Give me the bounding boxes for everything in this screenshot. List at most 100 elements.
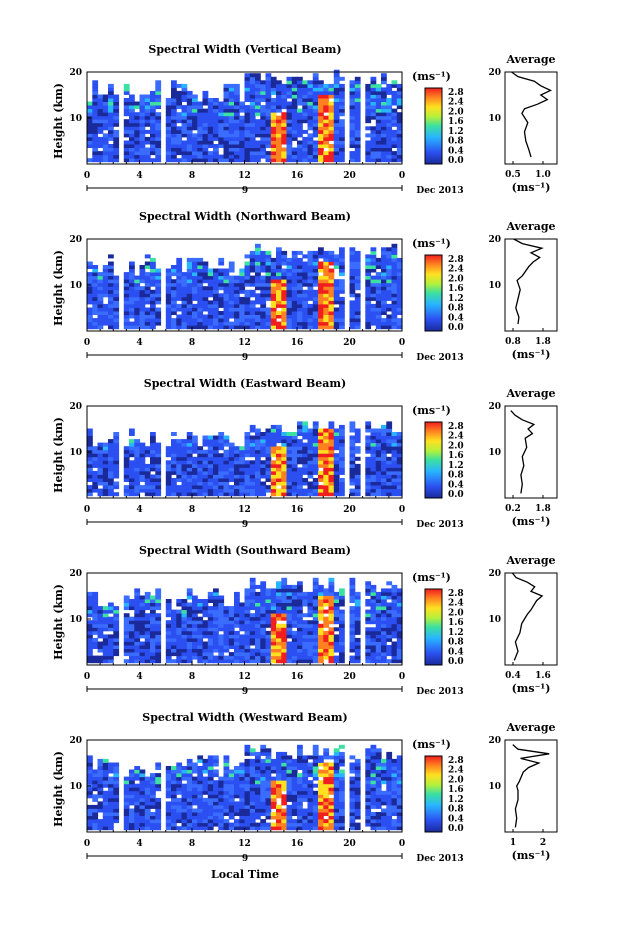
heatmap-cell: [213, 620, 219, 625]
heatmap-cell: [108, 776, 114, 781]
heatmap-cell: [186, 766, 193, 770]
heatmap-cell: [260, 620, 267, 625]
heatmap-cell: [297, 453, 303, 458]
heatmap-cell: [129, 488, 135, 493]
heatmap-cell: [165, 282, 172, 287]
heatmap-cell: [354, 485, 361, 490]
heatmap-cell: [207, 804, 214, 809]
x-tick-label: 8: [189, 338, 195, 348]
heatmap-cell: [113, 133, 120, 138]
heatmap-cell: [139, 801, 146, 806]
heatmap-cell: [218, 492, 225, 497]
heatmap-cell: [370, 147, 377, 152]
heatmap-cell: [144, 293, 151, 298]
heatmap-cell: [270, 314, 277, 319]
heatmap-cell: [365, 314, 372, 319]
heatmap-cell: [302, 94, 309, 99]
heatmap-cell: [139, 808, 146, 813]
heatmap-cell: [333, 606, 340, 611]
heatmap-cell: [223, 804, 230, 809]
heatmap-cell: [244, 613, 251, 618]
heatmap-cell: [218, 453, 225, 458]
heatmap-cell: [144, 272, 151, 277]
heatmap-cell: [223, 314, 230, 319]
heatmap-cell: [150, 311, 156, 315]
heatmap-cell: [108, 808, 114, 813]
heatmap-cell: [265, 620, 272, 625]
heatmap-cell: [108, 787, 114, 792]
heatmap-cell: [328, 119, 335, 124]
heatmap-cell: [192, 122, 198, 127]
heatmap-cell: [197, 300, 204, 305]
heatmap-cell: [333, 101, 340, 106]
heatmap-cell: [270, 289, 277, 294]
heatmap-cell: [307, 119, 314, 124]
heatmap-cell: [281, 275, 288, 280]
heatmap-cell: [144, 446, 151, 451]
heatmap-cell: [197, 126, 204, 131]
heatmap-cell: [244, 776, 251, 781]
heatmap-cell: [370, 303, 377, 308]
heatmap-cell: [270, 90, 277, 95]
heatmap-cell: [155, 801, 162, 806]
heatmap-cell: [375, 108, 382, 113]
heatmap-cell: [113, 815, 120, 820]
heatmap-cell: [144, 140, 151, 145]
heatmap-cell: [265, 76, 272, 81]
heatmap-cell: [202, 439, 209, 444]
heatmap-cell: [223, 485, 230, 490]
heatmap-cell: [165, 325, 172, 330]
heatmap-cell: [312, 613, 319, 618]
heatmap-cell: [318, 584, 324, 589]
heatmap-cell: [223, 158, 230, 163]
heatmap-cell: [218, 268, 225, 273]
heatmap-cell: [312, 318, 319, 323]
heatmap-cell: [265, 80, 272, 85]
heatmap-cell: [113, 442, 120, 447]
heatmap-cell: [339, 456, 345, 461]
heatmap-cell: [129, 446, 135, 451]
heatmap-cell: [92, 83, 99, 88]
heatmap-cell: [239, 804, 246, 809]
heatmap-cell: [192, 627, 198, 632]
heatmap-cell: [339, 112, 345, 117]
heatmap-cell: [92, 449, 99, 454]
heatmap-cell: [134, 627, 141, 632]
heatmap-cell: [223, 630, 230, 635]
heatmap-cell: [249, 250, 256, 255]
heatmap-cell: [281, 307, 288, 312]
heatmap-cell: [333, 659, 340, 664]
heatmap-cell: [155, 446, 162, 451]
heatmap-cell: [139, 122, 146, 127]
heatmap-cell: [297, 90, 303, 95]
heatmap-cell: [349, 115, 356, 120]
heatmap-cell: [281, 254, 288, 259]
heatmap-cell: [186, 776, 193, 781]
heatmap-cell: [213, 790, 219, 795]
heatmap-cell: [270, 641, 277, 646]
heatmap-cell: [339, 470, 345, 475]
heatmap-cell: [255, 325, 261, 330]
heatmap-cell: [239, 652, 246, 657]
heatmap-cell: [181, 478, 188, 482]
heatmap-cell: [102, 136, 109, 141]
heatmap-cell: [102, 101, 109, 106]
heatmap-cell: [318, 268, 324, 273]
heatmap-cell: [391, 470, 398, 475]
heatmap-cell: [92, 453, 99, 458]
heatmap-cell: [197, 623, 204, 628]
heatmap-cell: [375, 133, 382, 138]
heatmap-cell: [265, 126, 272, 131]
heatmap-cell: [113, 144, 120, 148]
heatmap-cell: [113, 279, 120, 284]
heatmap-cell: [155, 279, 162, 284]
heatmap-cell: [323, 325, 330, 330]
heatmap-cell: [113, 762, 120, 767]
panel-3: Spectral Width (Eastward Beam)Height (km…: [52, 377, 558, 530]
heatmap-cell: [213, 129, 219, 134]
heatmap-cell: [312, 115, 319, 120]
heatmap-cell: [260, 279, 267, 284]
heatmap-cell: [176, 286, 183, 291]
heatmap-cell: [97, 282, 104, 287]
heatmap-cell: [396, 318, 403, 323]
